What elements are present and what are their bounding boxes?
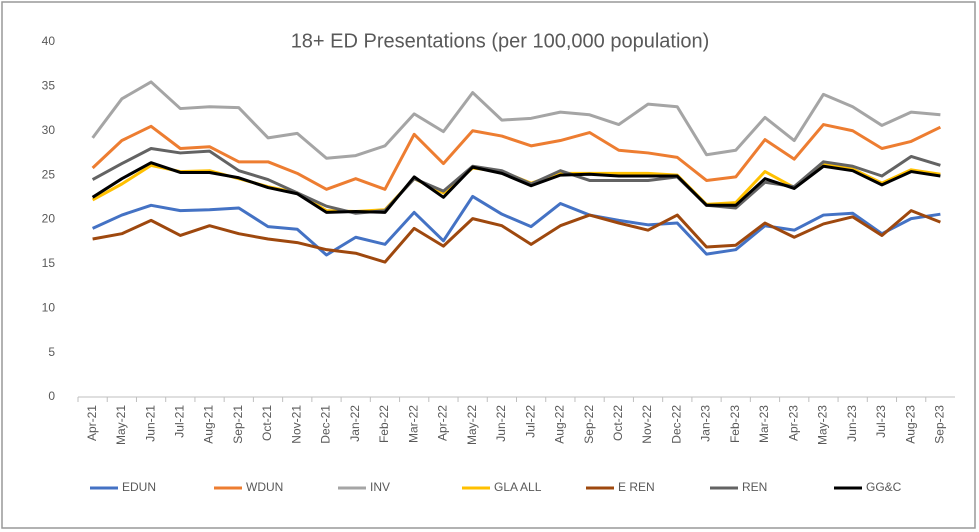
x-tick-label: Jan-23	[699, 405, 713, 442]
x-tick-label: Jan-22	[348, 405, 362, 442]
legend-label: INV	[370, 480, 390, 494]
x-tick-label: Jul-23	[874, 405, 888, 438]
series-line	[91, 147, 941, 215]
y-tick-label: 20	[42, 212, 56, 226]
x-tick-label: Mar-23	[757, 405, 771, 443]
series-line	[91, 161, 941, 214]
series-line	[91, 194, 941, 257]
x-tick-label: Dec-22	[669, 405, 683, 444]
legend-label: GLA ALL	[494, 480, 542, 494]
y-tick-label: 5	[48, 345, 55, 359]
x-tick-label: Oct-21	[260, 405, 274, 441]
x-tick-label: Jul-22	[523, 405, 537, 438]
x-tick-label: Nov-21	[289, 405, 303, 444]
x-tick-label: Jun-22	[494, 405, 508, 442]
x-tick-label: Sep-22	[582, 405, 596, 444]
x-tick-label: Sep-23	[933, 405, 947, 444]
x-tick-label: Feb-23	[728, 405, 742, 443]
x-tick-label: Feb-22	[377, 405, 391, 443]
x-tick-label: Aug-22	[553, 405, 567, 444]
series-line	[92, 209, 941, 264]
legend-label: WDUN	[246, 480, 283, 494]
legend-label: GG&C	[866, 480, 902, 494]
x-tick-label: Apr-23	[786, 405, 800, 441]
x-tick-label: Dec-21	[319, 405, 333, 444]
legend-label: REN	[742, 480, 767, 494]
y-tick-label: 25	[42, 167, 56, 181]
chart-title: 18+ ED Presentations (per 100,000 popula…	[291, 30, 710, 52]
x-tick-label: Nov-22	[640, 405, 654, 444]
y-tick-label: 15	[42, 256, 56, 270]
legend-label: E REN	[618, 480, 655, 494]
legend-label: EDUN	[122, 480, 156, 494]
series-line	[91, 123, 942, 191]
x-tick-label: Apr-21	[85, 405, 99, 441]
x-tick-label: Sep-21	[231, 405, 245, 444]
series-line	[91, 80, 941, 160]
x-tick-label: Aug-23	[903, 405, 917, 444]
y-tick-label: 40	[42, 34, 56, 48]
x-tick-label: Oct-22	[611, 405, 625, 441]
x-tick-label: Jun-21	[143, 405, 157, 442]
x-tick-label: Aug-21	[202, 405, 216, 444]
x-tick-label: Jul-21	[172, 405, 186, 438]
y-tick-label: 10	[42, 300, 56, 314]
x-tick-label: May-22	[465, 405, 479, 445]
x-tick-label: Mar-22	[406, 405, 420, 443]
y-tick-label: 30	[42, 123, 56, 137]
x-tick-label: Jun-23	[845, 405, 859, 442]
x-tick-label: May-21	[114, 405, 128, 445]
y-tick-label: 35	[42, 79, 56, 93]
x-tick-label: May-23	[816, 405, 830, 445]
y-tick-label: 0	[48, 389, 55, 403]
x-tick-label: Apr-22	[436, 405, 450, 441]
